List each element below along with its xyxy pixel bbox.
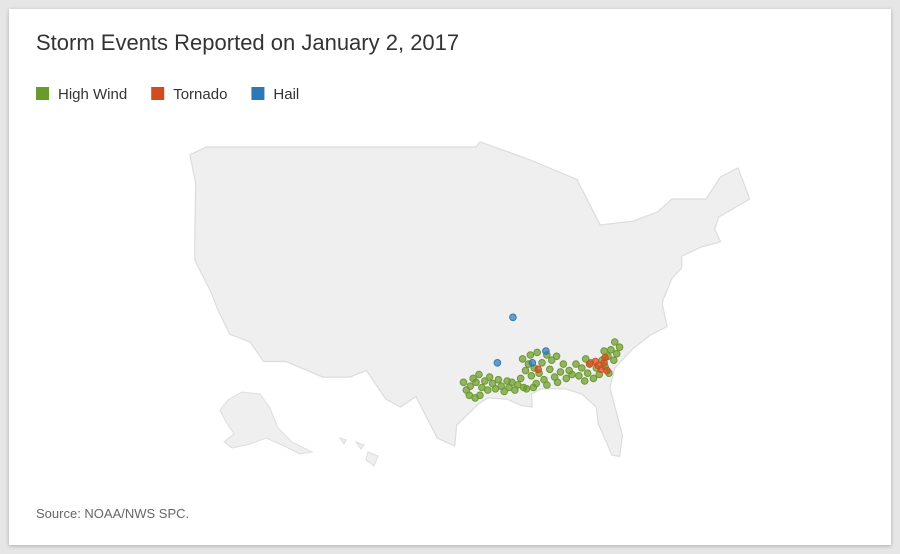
- event-point: [610, 338, 619, 346]
- event-point: [600, 347, 608, 355]
- event-point: [553, 378, 562, 387]
- legend: High Wind Tornado Hail: [36, 86, 299, 103]
- event-point: [583, 369, 592, 378]
- event-point: [589, 374, 598, 383]
- event-point: [591, 357, 600, 366]
- legend-label: Hail: [273, 86, 299, 103]
- event-point: [562, 374, 571, 383]
- legend-label: High Wind: [58, 86, 127, 103]
- event-point: [500, 387, 508, 396]
- event-point: [543, 381, 551, 389]
- source: Source: NOAA/NWS SPC.: [36, 506, 189, 521]
- event-point: [522, 385, 531, 393]
- event-point: [575, 372, 583, 380]
- event-point: [545, 365, 554, 374]
- event-point: [472, 378, 480, 387]
- event-point: [572, 360, 580, 368]
- event-point: [577, 364, 586, 372]
- event-point: [529, 383, 538, 392]
- event-point: [603, 366, 611, 375]
- event-point: [610, 356, 618, 365]
- event-point: [538, 359, 546, 367]
- event-point: [476, 391, 484, 400]
- event-point: [516, 374, 525, 383]
- event-point: [568, 370, 576, 379]
- hawaii: [338, 437, 379, 467]
- event-point: [580, 377, 589, 385]
- event-point: [494, 375, 503, 384]
- legend-swatch: [36, 87, 49, 100]
- legend-swatch: [151, 87, 165, 100]
- event-point: [480, 377, 489, 385]
- event-point: [475, 370, 483, 379]
- event-point: [601, 353, 609, 362]
- event-point: [483, 386, 492, 394]
- event-point: [528, 359, 537, 367]
- points: [459, 313, 624, 402]
- event-point: [518, 355, 527, 363]
- land: [189, 141, 751, 458]
- event-point: [485, 373, 494, 381]
- legend-label: Tornado: [173, 86, 227, 103]
- event-point: [462, 386, 471, 394]
- event-point: [527, 372, 536, 380]
- event-point: [526, 351, 535, 359]
- event-point: [607, 346, 615, 354]
- event-point: [556, 368, 565, 376]
- alaska: [219, 391, 314, 455]
- event-point: [509, 313, 517, 322]
- event-point: [559, 360, 568, 368]
- event-point: [615, 343, 624, 352]
- event-point: [459, 378, 468, 387]
- event-point: [533, 348, 541, 357]
- event-point: [493, 359, 502, 367]
- event-point: [612, 349, 621, 358]
- event-point: [581, 355, 590, 363]
- title: Storm Events Reported on January 2, 2017: [36, 30, 459, 55]
- event-point: [534, 365, 542, 374]
- legend-swatch: [251, 87, 265, 100]
- event-point: [552, 352, 561, 361]
- event-point: [542, 347, 550, 355]
- event-point: [547, 356, 556, 365]
- us-outline: [189, 141, 751, 458]
- event-point: [521, 366, 530, 375]
